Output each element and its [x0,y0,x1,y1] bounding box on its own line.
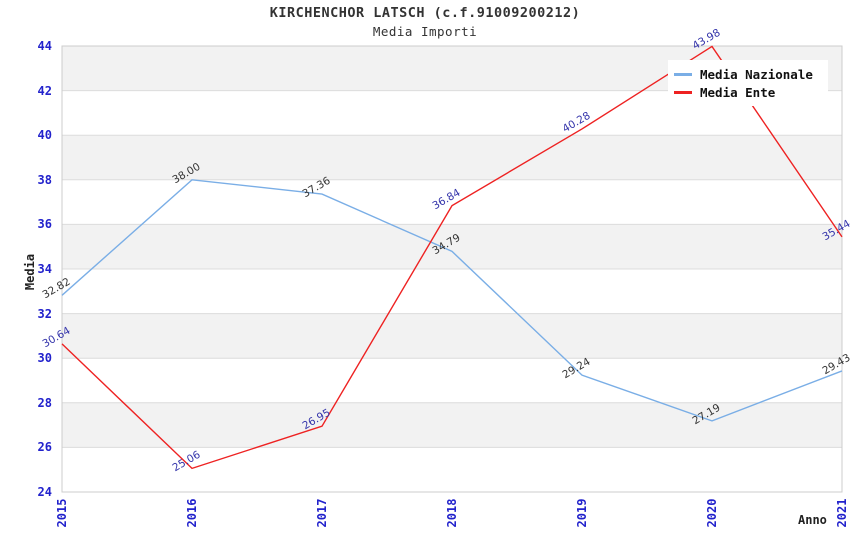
y-tick-label: 32 [37,306,52,321]
legend-swatch-media-nazionale [674,72,692,76]
y-tick-label: 28 [37,395,52,410]
plot-border [61,45,843,493]
x-axis-title: Anno [798,513,827,527]
legend-item-media-ente: Media Ente [674,83,822,101]
chart-subtitle: Media Importi [372,24,478,39]
y-tick-label: 40 [37,128,52,143]
x-tick-label: 2017 [315,498,329,528]
series-line-media-nazionale [61,179,843,422]
chart-title: KIRCHENCHOR LATSCH (c.f.91009200212) [269,5,581,21]
x-tick-label: 2015 [55,498,69,528]
legend-label: Media Ente [700,84,776,100]
legend-swatch-media-ente [674,90,692,94]
plot-band [62,313,842,359]
legend-label: Media Nazionale [700,66,813,82]
plot-band [62,224,842,269]
x-tick-label: 2018 [445,498,459,528]
y-tick-label: 34 [37,262,52,276]
y-tick-label: 38 [37,172,52,187]
x-tick-label: 2020 [705,498,719,528]
series-line-media-ente [61,45,843,470]
y-tick-label: 24 [37,485,52,499]
y-tick-label: 30 [37,351,52,366]
plot-band [62,402,842,448]
x-tick-label: 2016 [185,498,199,528]
legend: Media Nazionale Media Ente [668,60,828,106]
y-tick-label: 42 [37,83,52,98]
plot-band [62,135,842,180]
x-tick-label: 2019 [575,498,589,528]
y-tick-label: 44 [37,39,52,53]
x-tick-label: 2021 [835,498,849,528]
y-tick-label: 36 [37,217,52,232]
legend-item-media-nazionale: Media Nazionale [674,65,822,83]
y-tick-label: 26 [37,440,52,455]
